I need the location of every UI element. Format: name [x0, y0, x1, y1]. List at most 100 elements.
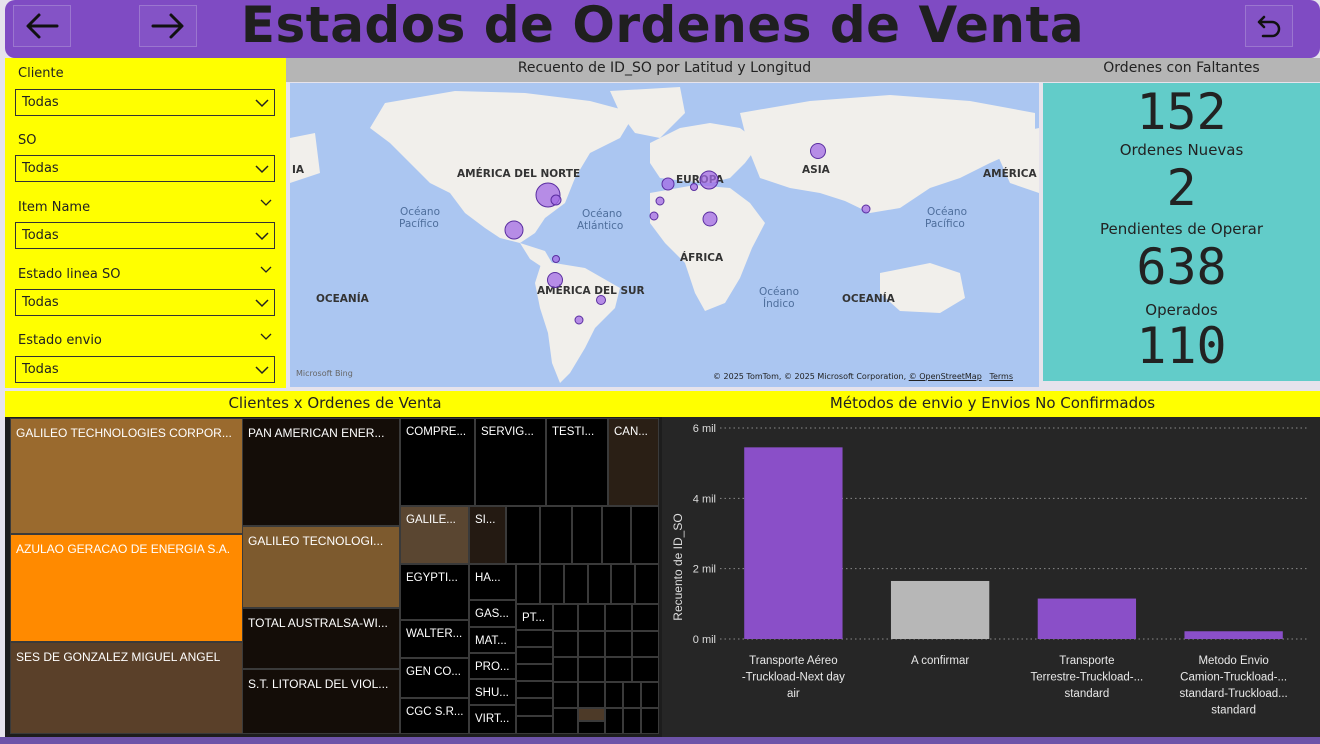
- treemap-tile[interactable]: [564, 564, 588, 604]
- bar[interactable]: [890, 580, 990, 639]
- treemap-tile[interactable]: [605, 708, 623, 734]
- treemap-tile[interactable]: [516, 564, 540, 604]
- treemap-tile[interactable]: CGC S.R...: [400, 698, 469, 734]
- treemap-tile[interactable]: TESTI...: [546, 418, 608, 506]
- bar[interactable]: [1184, 631, 1283, 639]
- clients-treemap[interactable]: GALILEO TECHNOLOGIES CORPOR... AZULAO GE…: [5, 417, 662, 737]
- tile-label: EGYPTI...: [406, 572, 458, 584]
- treemap-tile[interactable]: [578, 631, 605, 657]
- treemap-tile[interactable]: AZULAO GERACAO DE ENERGIA S.A.: [10, 534, 243, 642]
- treemap-tile[interactable]: [631, 506, 659, 564]
- treemap-tile[interactable]: [605, 604, 632, 631]
- treemap-tile[interactable]: EGYPTI...: [400, 564, 469, 620]
- map-bubble[interactable]: [661, 177, 675, 191]
- treemap-tile[interactable]: [605, 657, 632, 682]
- treemap-tile[interactable]: [516, 681, 553, 698]
- treemap-tile[interactable]: PAN AMERICAN ENER...: [242, 418, 400, 526]
- map-bubble[interactable]: [574, 315, 584, 325]
- bar[interactable]: [1037, 598, 1137, 639]
- treemap-tile[interactable]: [641, 708, 659, 734]
- treemap-tile[interactable]: [611, 564, 635, 604]
- treemap-tile[interactable]: SES DE GONZALEZ MIGUEL ANGEL: [10, 642, 243, 734]
- treemap-tile[interactable]: [553, 604, 578, 631]
- treemap-tile[interactable]: COMPRE...: [400, 418, 475, 506]
- treemap-tile[interactable]: GAS...: [469, 600, 516, 627]
- treemap-tile[interactable]: [516, 698, 553, 716]
- forward-button[interactable]: [139, 5, 197, 47]
- treemap-tile[interactable]: [578, 682, 605, 708]
- treemap-tile[interactable]: GALILEO TECNOLOGI...: [242, 526, 400, 608]
- treemap-tile[interactable]: [578, 657, 605, 682]
- treemap-tile[interactable]: SHU...: [469, 679, 516, 705]
- treemap-tile[interactable]: [588, 564, 611, 604]
- treemap-tile[interactable]: PT...: [516, 604, 553, 630]
- map-bubble[interactable]: [550, 194, 562, 206]
- treemap-tile[interactable]: [623, 682, 641, 708]
- treemap-tile[interactable]: [516, 716, 553, 734]
- map-bubble[interactable]: [690, 183, 698, 191]
- treemap-tile[interactable]: [578, 708, 605, 721]
- treemap-tile[interactable]: [572, 506, 602, 564]
- treemap-tile[interactable]: [553, 682, 578, 708]
- treemap-tile[interactable]: [540, 564, 564, 604]
- land-america-right: [990, 128, 1039, 193]
- treemap-tile[interactable]: [641, 682, 659, 708]
- map-bubble[interactable]: [810, 143, 826, 159]
- item-name-dropdown[interactable]: Todas: [15, 222, 275, 249]
- terms-link[interactable]: Terms: [989, 372, 1013, 381]
- reset-button[interactable]: [1245, 5, 1293, 47]
- treemap-tile[interactable]: [506, 506, 540, 564]
- treemap-tile[interactable]: [553, 708, 578, 734]
- treemap-tile[interactable]: SERVIG...: [475, 418, 546, 506]
- treemap-tile[interactable]: GALILE...: [400, 506, 469, 564]
- treemap-tile[interactable]: [516, 664, 553, 681]
- treemap-tile[interactable]: [578, 604, 605, 631]
- back-button[interactable]: [13, 5, 71, 47]
- treemap-tile[interactable]: GEN CO...: [400, 658, 469, 698]
- openstreetmap-link[interactable]: © OpenStreetMap: [908, 372, 982, 381]
- chevron-down-icon[interactable]: [259, 265, 273, 275]
- treemap-tile[interactable]: S.T. LITORAL DEL VIOL...: [242, 669, 400, 734]
- filter-label-cliente: Cliente: [18, 66, 64, 81]
- map-bubble[interactable]: [649, 211, 659, 221]
- map-bubble[interactable]: [547, 272, 563, 288]
- treemap-tile[interactable]: GALILEO TECHNOLOGIES CORPOR...: [10, 418, 243, 534]
- treemap-tile[interactable]: TOTAL AUSTRALSA-WI...: [242, 608, 400, 669]
- treemap-tile[interactable]: [635, 564, 659, 604]
- treemap-tile[interactable]: [578, 721, 605, 734]
- world-map[interactable]: IA AMÉRICA DEL NORTE EUROPA ASIA AMÉRICA…: [290, 83, 1039, 387]
- treemap-tile[interactable]: SI...: [469, 506, 506, 564]
- treemap-tile[interactable]: [632, 604, 659, 631]
- treemap-tile[interactable]: VIRT...: [469, 705, 516, 734]
- treemap-tile[interactable]: [516, 647, 553, 664]
- treemap-tile[interactable]: [605, 682, 623, 708]
- chevron-down-icon[interactable]: [259, 198, 273, 208]
- estado-linea-so-dropdown[interactable]: Todas: [15, 289, 275, 316]
- treemap-tile[interactable]: [632, 657, 659, 682]
- bar[interactable]: [744, 447, 843, 639]
- treemap-tile[interactable]: [540, 506, 572, 564]
- treemap-tile[interactable]: [553, 631, 578, 657]
- map-bubble[interactable]: [504, 220, 524, 240]
- cliente-dropdown[interactable]: Todas: [15, 89, 275, 116]
- treemap-tile[interactable]: MAT...: [469, 627, 516, 653]
- treemap-tile[interactable]: [516, 630, 553, 647]
- treemap-tile[interactable]: [623, 708, 641, 734]
- so-dropdown[interactable]: Todas: [15, 155, 275, 182]
- treemap-tile[interactable]: [553, 657, 578, 682]
- map-bubble[interactable]: [702, 211, 718, 227]
- treemap-tile[interactable]: [632, 631, 659, 657]
- map-bubble[interactable]: [655, 196, 665, 206]
- treemap-tile[interactable]: HA...: [469, 564, 516, 600]
- treemap-tile[interactable]: WALTER...: [400, 620, 469, 658]
- treemap-tile[interactable]: [605, 631, 632, 657]
- treemap-tile[interactable]: PRO...: [469, 653, 516, 679]
- treemap-tile[interactable]: CAN...: [608, 418, 659, 506]
- map-bubble[interactable]: [861, 204, 871, 214]
- treemap-tile[interactable]: [602, 506, 631, 564]
- map-bubble[interactable]: [596, 295, 606, 305]
- estado-envio-dropdown[interactable]: Todas: [15, 356, 275, 383]
- map-bubble[interactable]: [699, 170, 719, 190]
- chevron-down-icon[interactable]: [259, 332, 273, 342]
- map-bubble[interactable]: [552, 255, 560, 263]
